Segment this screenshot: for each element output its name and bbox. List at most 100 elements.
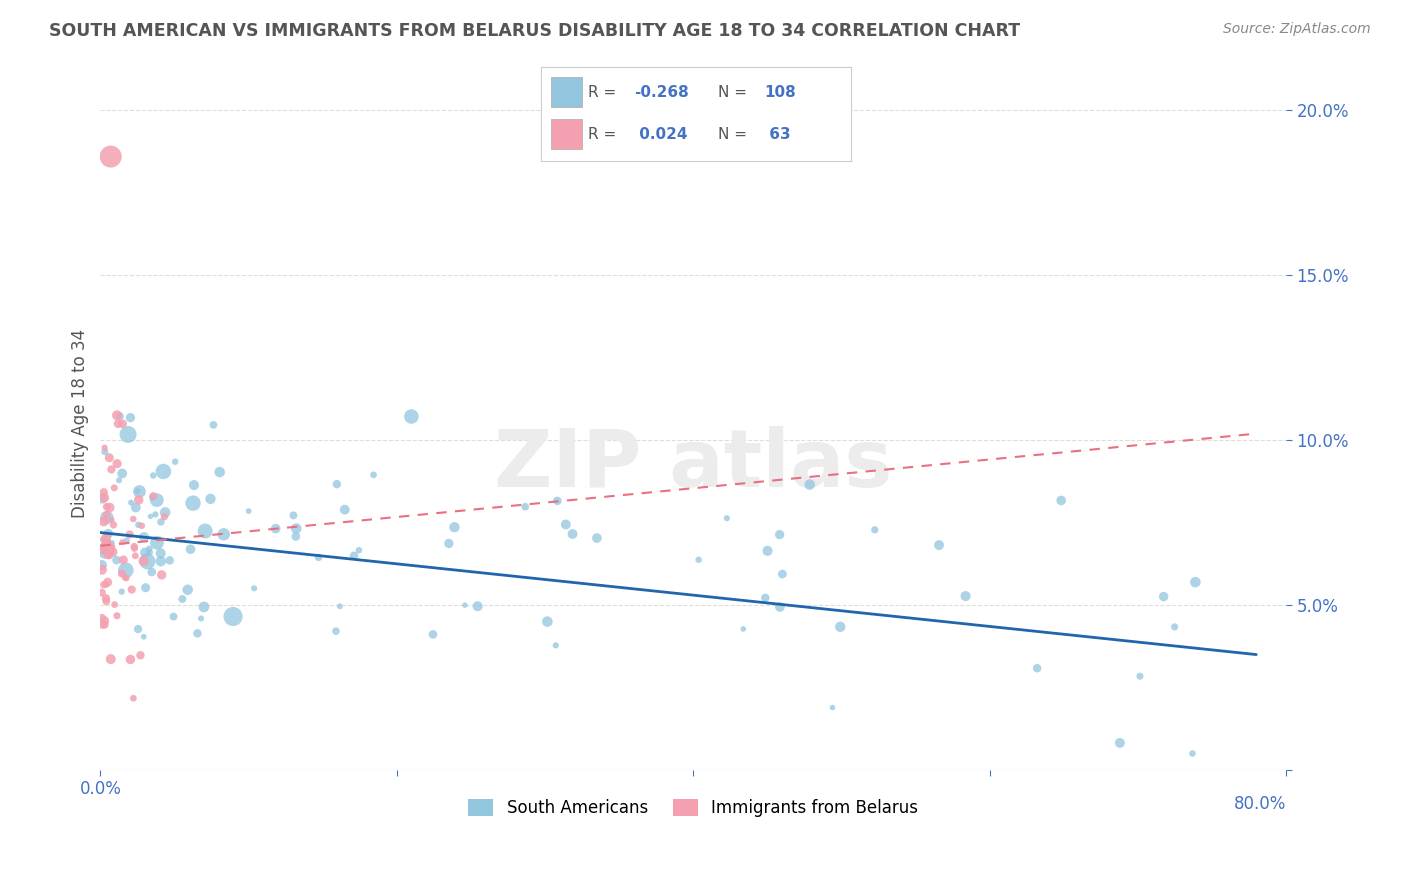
Point: [97, 535, 120, 549]
Point: [98, 549, 121, 563]
Point: [208, 465, 231, 479]
Point: [1153, 590, 1175, 604]
Point: [104, 598, 127, 612]
Point: [100, 150, 122, 164]
Point: [343, 549, 366, 563]
Point: [238, 504, 260, 518]
Point: [152, 465, 174, 479]
Point: [769, 527, 792, 541]
Point: [122, 512, 145, 526]
Point: [91, 618, 114, 632]
Point: [134, 545, 156, 559]
Point: [190, 611, 212, 625]
Point: [105, 608, 128, 623]
Point: [93, 491, 115, 505]
Point: [93, 577, 115, 591]
Point: [181, 496, 204, 510]
Point: [454, 598, 477, 612]
Point: [93, 441, 115, 455]
Point: [142, 489, 165, 503]
Point: [90, 585, 112, 599]
Point: [928, 538, 950, 552]
Point: [162, 609, 184, 624]
Point: [443, 520, 465, 534]
Point: [546, 494, 568, 508]
Point: [94, 534, 117, 549]
Point: [111, 467, 134, 481]
Point: [100, 462, 122, 476]
Point: [955, 589, 977, 603]
Point: [122, 540, 145, 554]
Point: [96, 510, 118, 524]
Point: [193, 599, 215, 614]
Point: [97, 575, 120, 590]
Point: [127, 622, 149, 636]
Point: [769, 599, 792, 614]
Point: [264, 522, 287, 536]
Point: [111, 535, 134, 549]
Point: [143, 508, 166, 522]
Point: [401, 409, 423, 424]
Point: [94, 444, 117, 458]
Point: [97, 548, 120, 562]
Point: [138, 545, 160, 559]
Point: [91, 491, 114, 506]
Point: [141, 565, 163, 579]
Point: [153, 505, 176, 519]
Point: [222, 609, 245, 624]
Point: [153, 509, 176, 524]
Text: ZIP atlas: ZIP atlas: [494, 426, 893, 504]
Text: 108: 108: [763, 85, 796, 100]
Point: [212, 527, 235, 541]
Point: [107, 417, 129, 431]
Point: [363, 467, 385, 482]
Text: 63: 63: [763, 127, 790, 142]
Text: R =: R =: [588, 127, 621, 142]
Point: [135, 581, 157, 595]
Point: [91, 533, 114, 547]
Point: [422, 627, 444, 641]
Point: [96, 538, 118, 552]
Point: [139, 509, 162, 524]
Point: [90, 558, 112, 573]
Y-axis label: Disability Age 18 to 34: Disability Age 18 to 34: [72, 329, 89, 518]
Point: [94, 617, 117, 632]
Point: [127, 484, 149, 499]
Point: [830, 620, 852, 634]
Point: [326, 477, 349, 491]
Point: [96, 537, 118, 551]
Point: [285, 522, 308, 536]
Point: [94, 577, 117, 591]
Point: [159, 553, 181, 567]
Point: [467, 599, 489, 614]
Point: [98, 450, 121, 465]
Point: [114, 571, 136, 585]
Point: [105, 457, 128, 471]
Text: Source: ZipAtlas.com: Source: ZipAtlas.com: [1223, 22, 1371, 37]
Point: [150, 568, 173, 582]
Point: [186, 626, 208, 640]
Point: [131, 518, 153, 533]
Point: [115, 533, 138, 548]
Point: [733, 622, 755, 636]
Point: [756, 543, 779, 558]
Point: [132, 554, 155, 568]
Point: [200, 491, 222, 506]
Text: N =: N =: [717, 85, 751, 100]
Point: [333, 502, 356, 516]
Point: [146, 493, 169, 508]
Point: [308, 550, 330, 565]
Point: [93, 542, 115, 557]
Point: [149, 554, 172, 568]
Point: [142, 468, 165, 483]
Point: [101, 536, 124, 550]
Point: [121, 582, 143, 597]
Point: [1050, 493, 1073, 508]
Point: [94, 543, 117, 558]
Point: [108, 473, 131, 487]
Point: [111, 417, 134, 431]
Point: [347, 543, 370, 558]
Point: [179, 542, 201, 557]
Point: [132, 630, 155, 644]
Point: [515, 500, 537, 514]
